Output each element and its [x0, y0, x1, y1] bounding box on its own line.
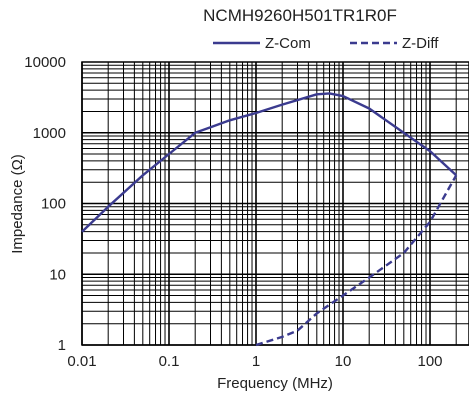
- y-tick-label: 1: [58, 337, 66, 354]
- x-tick-labels: 0.01 0.1 1 10 100: [67, 353, 442, 370]
- y-tick-labels: 1 10 100 1000 10000: [24, 54, 66, 354]
- x-tick-label: 1: [252, 353, 260, 370]
- chart-title: NCMH9260H501TR1R0F: [203, 6, 397, 25]
- x-tick-label: 0.1: [159, 353, 180, 370]
- legend-label: Z-Diff: [402, 35, 439, 52]
- x-tick-label: 100: [417, 353, 442, 370]
- grid: [81, 62, 469, 346]
- y-tick-label: 10000: [24, 54, 66, 71]
- legend-label: Z-Com: [265, 35, 311, 52]
- y-tick-label: 10: [49, 266, 66, 283]
- y-tick-label: 1000: [33, 125, 66, 142]
- y-axis-label: Impedance (Ω): [9, 154, 26, 254]
- x-tick-label: 0.01: [67, 353, 96, 370]
- series-line-z-com: [81, 92, 458, 233]
- legend: Z-Com Z-Diff: [213, 35, 439, 52]
- x-tick-label: 10: [335, 353, 352, 370]
- y-tick-label: 100: [41, 196, 66, 213]
- x-axis-label: Frequency (MHz): [217, 375, 333, 392]
- series-line-z-diff: [255, 174, 458, 347]
- plot-frame: [81, 61, 469, 346]
- series-layer: [81, 92, 458, 347]
